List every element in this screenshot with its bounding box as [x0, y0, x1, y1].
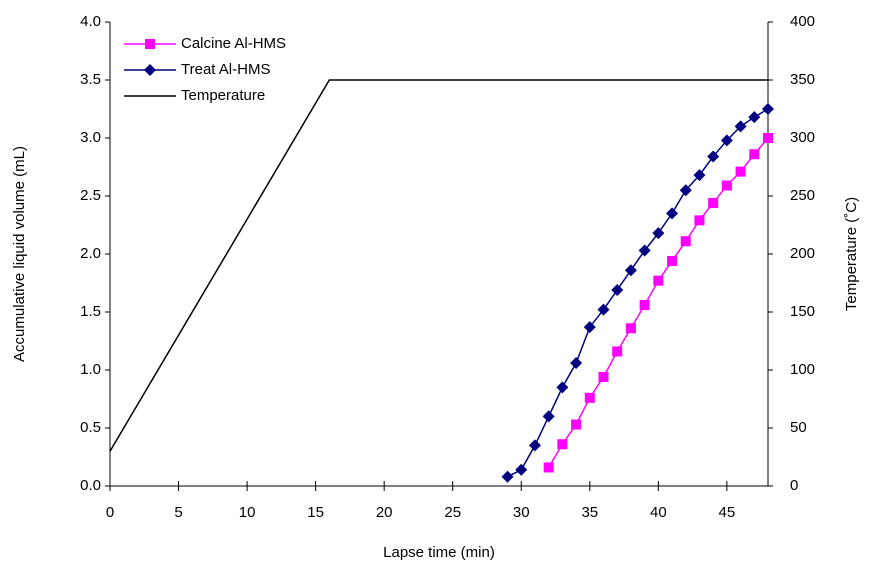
y-tick-label: 1.5	[80, 303, 101, 320]
legend-label: Temperature	[181, 87, 265, 104]
data-point	[515, 463, 528, 476]
data-point	[720, 134, 733, 147]
data-point	[694, 215, 705, 226]
x-axis-label: Lapse time (min)	[383, 544, 495, 561]
x-tick-label: 30	[513, 504, 530, 521]
data-point	[583, 321, 596, 334]
x-tick-label: 5	[174, 504, 182, 521]
legend-marker	[144, 64, 156, 76]
y-tick-label: 0.5	[80, 419, 101, 436]
data-point	[680, 236, 691, 247]
data-point	[542, 410, 555, 423]
y2-tick-label: 400	[790, 13, 815, 30]
y2-tick-label: 100	[790, 361, 815, 378]
y2-tick-label: 300	[790, 129, 815, 146]
y2-tick-label: 350	[790, 71, 815, 88]
y-axis-label: Accumulative liquid volume (mL)	[11, 146, 28, 362]
y-tick-label: 4.0	[80, 13, 101, 30]
data-point	[557, 439, 568, 450]
x-tick-label: 35	[581, 504, 598, 521]
series-line	[507, 108, 769, 478]
data-point	[734, 120, 747, 133]
data-point	[597, 303, 610, 316]
data-point	[571, 419, 582, 430]
data-point	[721, 180, 732, 191]
data-point	[570, 357, 583, 370]
data-point	[749, 149, 760, 160]
data-point	[735, 166, 746, 177]
data-point	[667, 255, 678, 266]
y2-tick-label: 150	[790, 303, 815, 320]
data-point	[653, 275, 664, 286]
y2-tick-label: 250	[790, 187, 815, 204]
data-point	[707, 150, 720, 163]
x-tick-label: 20	[376, 504, 393, 521]
y-tick-label: 3.0	[80, 129, 101, 146]
data-point	[611, 283, 624, 296]
data-point	[584, 392, 595, 403]
y2-axis-label: Temperature (˚C)	[843, 197, 860, 311]
y-tick-label: 2.0	[80, 245, 101, 262]
x-tick-label: 10	[239, 504, 256, 521]
data-point	[652, 227, 665, 240]
data-point	[543, 462, 554, 473]
data-point	[612, 346, 623, 357]
data-point	[748, 111, 761, 124]
data-point	[666, 207, 679, 220]
legend-marker	[145, 39, 155, 49]
data-point	[625, 323, 636, 334]
x-tick-label: 40	[650, 504, 667, 521]
legend-label: Treat Al-HMS	[181, 61, 270, 78]
x-tick-label: 45	[719, 504, 736, 521]
y2-tick-label: 0	[790, 477, 798, 494]
data-point	[501, 470, 514, 483]
data-point	[638, 244, 651, 257]
series-line	[548, 137, 769, 468]
data-point	[528, 439, 541, 452]
data-point	[693, 169, 706, 182]
x-tick-label: 25	[444, 504, 461, 521]
data-point	[624, 264, 637, 277]
data-point	[762, 103, 774, 115]
y2-tick-label: 50	[790, 419, 807, 436]
data-point	[639, 300, 650, 311]
series-line	[109, 79, 768, 452]
legend-label: Calcine Al-HMS	[181, 35, 286, 52]
y-tick-label: 1.0	[80, 361, 101, 378]
x-tick-label: 0	[106, 504, 114, 521]
y-tick-label: 0.0	[80, 477, 101, 494]
y2-tick-label: 200	[790, 245, 815, 262]
data-point	[556, 381, 569, 394]
data-point	[708, 197, 719, 208]
data-point	[598, 371, 609, 382]
data-point	[679, 184, 692, 197]
y-tick-label: 2.5	[80, 187, 101, 204]
x-tick-label: 15	[307, 504, 324, 521]
data-point	[763, 133, 773, 143]
y-tick-label: 3.5	[80, 71, 101, 88]
